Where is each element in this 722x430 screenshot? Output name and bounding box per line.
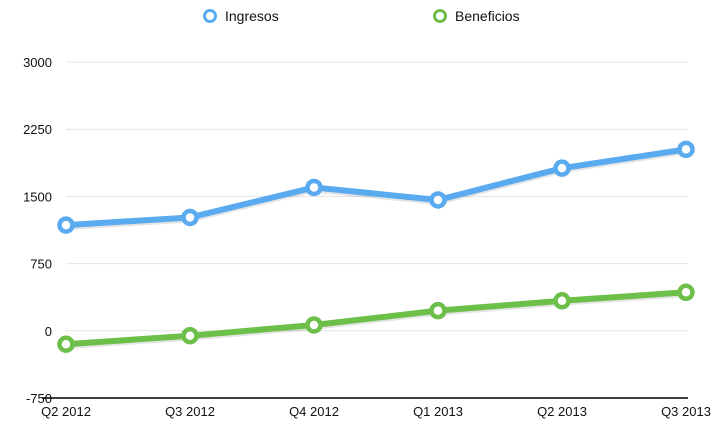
data-point[interactable]	[429, 301, 447, 320]
chart-legend: Ingresos Beneficios	[0, 8, 722, 30]
legend-label-ingresos: Ingresos	[225, 8, 279, 24]
data-point[interactable]	[429, 191, 447, 209]
x-tick-label: Q3 2012	[165, 404, 215, 419]
series-beneficios	[57, 283, 695, 353]
y-axis-labels: 3000 2250 1500 750 0 -750	[23, 55, 52, 406]
y-tick-label: 3000	[23, 55, 52, 70]
data-point[interactable]	[305, 316, 323, 334]
data-point[interactable]	[181, 208, 199, 227]
x-tick-label: Q2 2012	[41, 404, 91, 419]
x-tick-label: Q4 2012	[289, 404, 339, 419]
series-line	[63, 289, 689, 348]
legend-item-ingresos[interactable]: Ingresos	[203, 8, 279, 24]
series-ingresos	[57, 140, 695, 234]
data-point[interactable]	[677, 140, 695, 159]
data-point[interactable]	[181, 326, 199, 345]
y-tick-label: -750	[26, 391, 52, 406]
data-point[interactable]	[57, 216, 75, 234]
x-tick-label: Q3 2013	[661, 404, 711, 419]
x-axis: Q2 2012 Q3 2012 Q4 2012 Q1 2013 Q2 2013 Q3 20…	[41, 397, 711, 419]
data-point[interactable]	[305, 178, 323, 197]
y-tick-label: 750	[30, 257, 52, 272]
y-tick-label: 2250	[23, 122, 52, 137]
y-tick-label: 1500	[23, 189, 52, 204]
data-point[interactable]	[553, 292, 571, 310]
legend-item-beneficios[interactable]: Beneficios	[433, 8, 520, 24]
legend-marker-beneficios	[433, 9, 447, 23]
legend-label-beneficios: Beneficios	[455, 8, 520, 24]
x-tick-label: Q1 2013	[413, 404, 463, 419]
series-lines	[57, 140, 695, 353]
x-tick-label: Q2 2013	[537, 404, 587, 419]
data-point[interactable]	[553, 159, 571, 177]
legend-marker-ingresos	[203, 9, 217, 23]
data-point[interactable]	[677, 283, 695, 302]
y-tick-label: 0	[45, 324, 52, 339]
series-line	[63, 146, 689, 229]
data-point[interactable]	[57, 335, 75, 353]
